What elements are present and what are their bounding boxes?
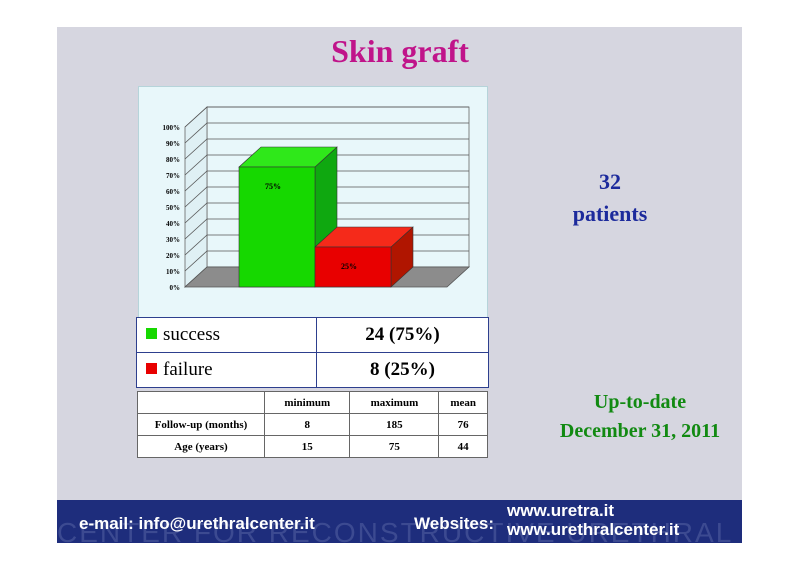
table-row: Follow-up (months) 8 185 76 [137, 413, 488, 436]
legend-row-success: success 24 (75%) [136, 317, 489, 353]
chart-gridline [184, 170, 469, 192]
y-tick-label: 90% [166, 140, 180, 148]
chart-gridline [184, 202, 469, 224]
legend-label-success: success [163, 324, 220, 345]
chart-gridline [184, 122, 469, 144]
legend-label-cell: failure [136, 352, 317, 388]
footer-watermark: CENTER FOR RECONSTRUCTIVE URETHRAL SURGE… [57, 517, 742, 543]
y-tick-label: 20% [166, 252, 180, 260]
y-tick-label: 50% [166, 204, 180, 212]
y-tick-label: 60% [166, 188, 180, 196]
footer-site-link[interactable]: www.urethralcenter.it [507, 520, 680, 539]
patients-number: 32 [599, 169, 621, 194]
legend-row-failure: failure 8 (25%) [136, 352, 489, 388]
update-date-text: December 31, 2011 [559, 420, 721, 442]
stats-header-max: maximum [349, 391, 440, 414]
green-swatch-icon [146, 328, 157, 339]
stats-cell: 15 [263, 435, 351, 458]
legend-value-success: 24 (75%) [316, 317, 489, 353]
stats-corner-cell [137, 391, 265, 414]
legend-value-failure: 8 (25%) [316, 352, 489, 388]
chart-gridline [184, 218, 469, 240]
y-tick-label: 0% [170, 284, 181, 292]
footer-site-link[interactable]: www.uretra.it [507, 501, 615, 520]
bar-success [238, 166, 316, 288]
y-tick-label: 80% [166, 156, 180, 164]
legend-label-cell: success [136, 317, 317, 353]
chart-gridline [184, 154, 469, 176]
slide-title: Skin graft [331, 33, 469, 69]
legend-table: success 24 (75%) failure 8 (25%) [136, 317, 489, 388]
data-label: 25% [341, 262, 357, 271]
patients-label: patients [572, 201, 648, 226]
patients-count: 32 patients [540, 166, 680, 230]
y-tick-label: 40% [166, 220, 180, 228]
stats-cell: 8 [263, 413, 351, 436]
footer-email: e-mail: info@urethralcenter.it [79, 514, 315, 533]
chart-gridline [184, 186, 469, 208]
stats-cell: 44 [438, 435, 488, 458]
update-label: Up-to-date [593, 391, 687, 413]
chart-area: 0% 10% 20% 30% 40% 50% 60% 70% 80% 90% 100% 75% 25% [138, 86, 488, 318]
stats-header-min: minimum [263, 391, 351, 414]
chart-gridline [184, 138, 469, 160]
y-tick-label: 10% [166, 268, 180, 276]
data-label: 75% [265, 182, 281, 191]
update-date: Up-to-date December 31, 2011 [540, 388, 740, 446]
stats-cell: 75 [349, 435, 440, 458]
stats-header-mean: mean [438, 391, 488, 414]
footer-websites-label: Websites: [414, 514, 494, 533]
stats-row-label: Follow-up (months) [137, 413, 265, 436]
y-tick-label: 100% [163, 124, 181, 132]
stats-header-row: minimum maximum mean [137, 391, 488, 414]
y-tick-label: 30% [166, 236, 180, 244]
footer-bar: CENTER FOR RECONSTRUCTIVE URETHRAL SURGE… [57, 500, 742, 543]
bar-failure [314, 246, 392, 288]
legend-label-failure: failure [163, 359, 213, 380]
bar-chart: 0% 10% 20% 30% 40% 50% 60% 70% 80% 90% 100% 75% 25% [163, 106, 471, 292]
stats-cell: 76 [438, 413, 488, 436]
table-row: Age (years) 15 75 44 [137, 435, 488, 458]
chart-gridline [184, 106, 469, 128]
red-swatch-icon [146, 363, 157, 374]
y-tick-label: 70% [166, 172, 180, 180]
stats-row-label: Age (years) [137, 435, 265, 458]
stats-table: minimum maximum mean Follow-up (months) … [137, 391, 488, 458]
stats-cell: 185 [349, 413, 440, 436]
